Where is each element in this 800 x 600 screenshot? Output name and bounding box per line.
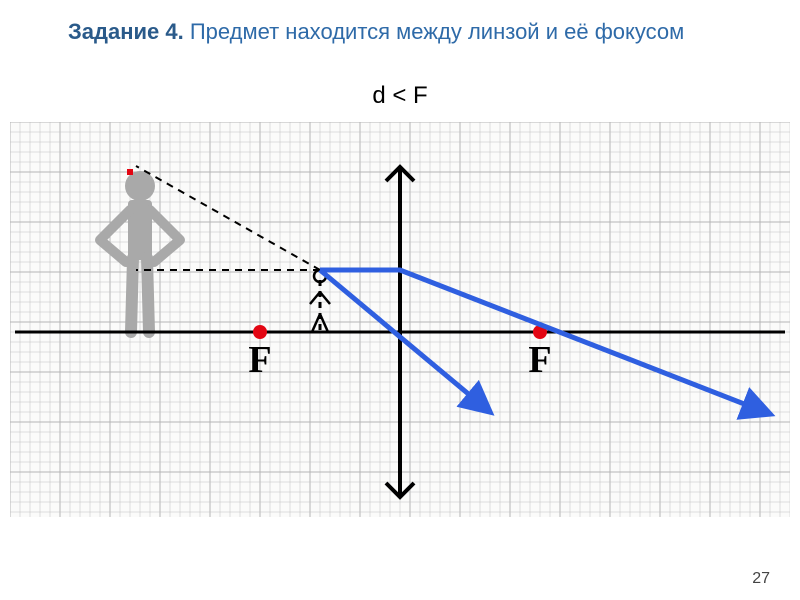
task-label: Задание 4. (68, 19, 184, 44)
lens-diagram: FF (10, 122, 790, 517)
focal-label-right: F (528, 339, 551, 381)
marker-dot (127, 169, 133, 175)
slide-title: Задание 4. Предмет находится между линзо… (68, 18, 760, 46)
condition-text: d < F (0, 82, 800, 110)
focal-label-left: F (248, 339, 271, 381)
title-text: Предмет находится между линзой и её фоку… (184, 19, 685, 44)
focal-point-left (253, 325, 267, 339)
page-number: 27 (752, 570, 770, 588)
